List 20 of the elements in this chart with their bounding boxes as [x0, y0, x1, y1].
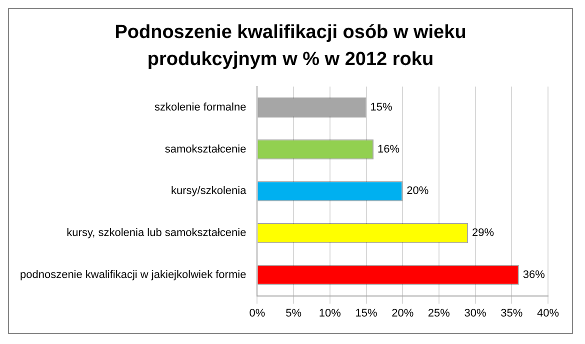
x-tick-label: 40% — [536, 307, 560, 320]
x-tick-label: 5% — [286, 307, 302, 320]
data-label: 15% — [370, 102, 392, 114]
x-tick-label: 10% — [318, 307, 342, 320]
y-tick-label: podnoszenie kwalifikacji w jakiejkolwiek formie — [20, 268, 246, 281]
y-tick-label: kursy/szkolenia — [171, 185, 248, 198]
data-label: 29% — [472, 227, 494, 240]
x-tick-label: 30% — [464, 307, 487, 320]
x-tick-label: 35% — [500, 307, 523, 320]
y-tick-label: kursy, szkolenia lub samokształcenie — [66, 227, 246, 240]
y-tick-label: szkolenie formalne — [154, 102, 246, 114]
data-label: 36% — [522, 268, 546, 281]
data-label: 20% — [406, 185, 429, 198]
x-tick-label: 15% — [355, 307, 378, 320]
y-tick-label: samokształcenie — [164, 143, 246, 156]
x-tick-label: 20% — [392, 307, 414, 320]
x-tick-label: 0% — [249, 307, 266, 320]
x-tick-label: 25% — [428, 307, 450, 320]
chart-title: Podnoszenie kwalifikacji osób w wieku produkcyjnym w % w 2012 roku — [114, 21, 468, 72]
data-label: 16% — [378, 143, 400, 156]
